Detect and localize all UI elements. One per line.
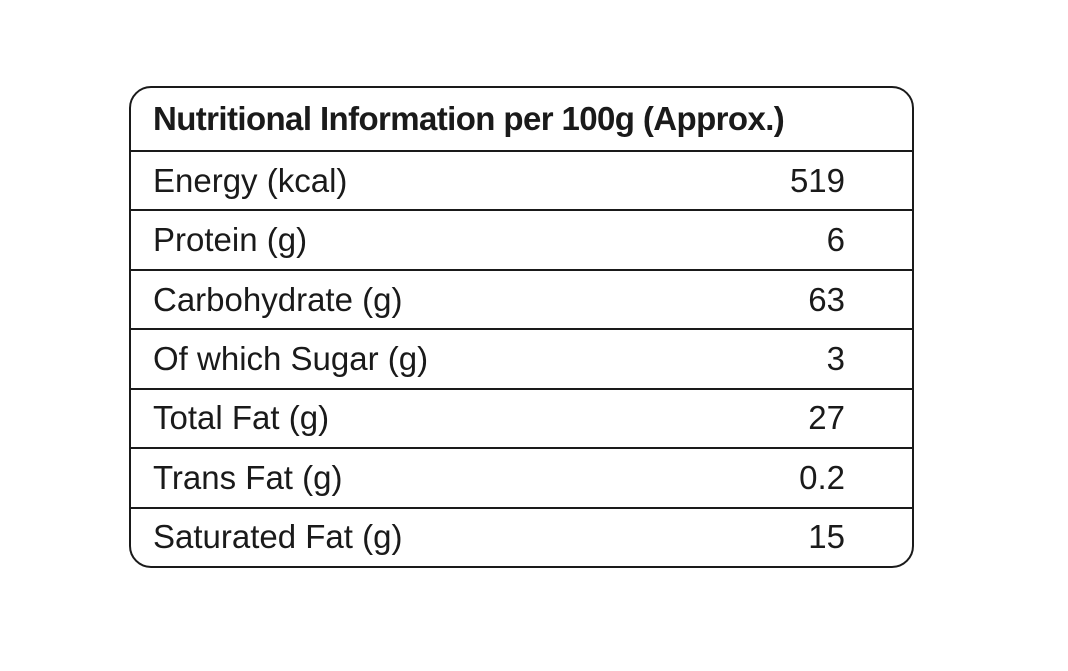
table-row-protein: Protein (g) 6 — [131, 211, 912, 271]
table-header: Nutritional Information per 100g (Approx… — [131, 88, 912, 152]
table-row-total-fat: Total Fat (g) 27 — [131, 390, 912, 450]
table-row-trans-fat: Trans Fat (g) 0.2 — [131, 449, 912, 509]
nutrition-table: Nutritional Information per 100g (Approx… — [129, 86, 914, 568]
nutrient-value: 3 — [826, 339, 845, 377]
nutrient-value: 27 — [808, 399, 845, 437]
nutrient-name: Energy (kcal) — [153, 161, 348, 199]
nutrient-value: 0.2 — [799, 458, 845, 496]
nutrient-name: Protein (g) — [153, 221, 308, 259]
table-row-saturated-fat: Saturated Fat (g) 15 — [131, 509, 912, 566]
table-row-sugar: Of which Sugar (g) 3 — [131, 330, 912, 390]
nutrient-value: 63 — [808, 280, 845, 318]
nutrient-name: Trans Fat (g) — [153, 458, 343, 496]
table-row-carbohydrate: Carbohydrate (g) 63 — [131, 271, 912, 331]
nutrient-name: Carbohydrate (g) — [153, 280, 403, 318]
table-row-energy: Energy (kcal) 519 — [131, 152, 912, 212]
table-title: Nutritional Information per 100g (Approx… — [153, 100, 785, 137]
nutrient-value: 15 — [808, 518, 845, 556]
nutrient-name: Of which Sugar (g) — [153, 339, 429, 377]
nutrient-name: Total Fat (g) — [153, 399, 330, 437]
nutrient-name: Saturated Fat (g) — [153, 518, 403, 556]
nutrient-value: 6 — [826, 221, 845, 259]
nutrient-value: 519 — [789, 161, 845, 199]
